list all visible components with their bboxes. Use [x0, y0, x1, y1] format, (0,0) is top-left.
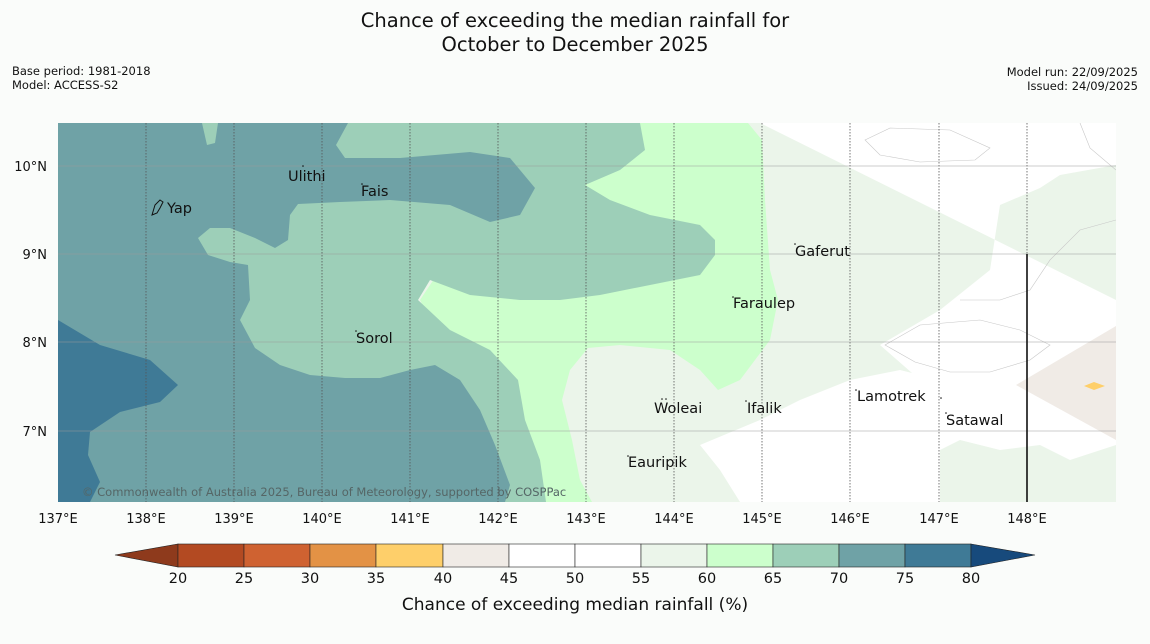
place-label-ifalik: Ifalik: [747, 401, 782, 417]
region-35-40: [1084, 382, 1105, 390]
issued-date: Issued: 24/09/2025: [1027, 79, 1138, 93]
colorbar-bin-70-75: [838, 543, 906, 568]
colorbar-tick: 75: [896, 571, 914, 587]
lon-label: 142°E: [478, 512, 518, 527]
place-label-sorol: Sorol: [356, 331, 393, 347]
colorbar-tick: 55: [632, 571, 650, 587]
colorbar-bin-25-30: [243, 543, 311, 568]
colorbar-tick: 25: [235, 571, 253, 587]
contour-line: [1079, 123, 1116, 171]
longitude-labels: 137°E 138°E 139°E 140°E 141°E 142°E 143°…: [38, 512, 1047, 527]
meta-left: Base period: 1981-2018 Model: ACCESS-S2: [12, 64, 151, 92]
contour-line: [884, 319, 1051, 373]
colorbar-bin-65-70: [772, 543, 840, 568]
place-label-lamotrek: Lamotrek: [857, 389, 926, 405]
colorbar-bin-55-60: [640, 543, 708, 568]
colorbar-tick: 70: [830, 571, 848, 587]
colorbar-tick: 30: [301, 571, 319, 587]
colorbar-bin-60-65: [706, 543, 774, 568]
map-area: Yap Ulithi Fais Gaferut Faraulep Sorol L…: [58, 123, 1116, 502]
colorbar-bin-40-45: [442, 543, 510, 568]
lon-label: 140°E: [302, 512, 342, 527]
place-label-satawal: Satawal: [946, 413, 1003, 429]
region-65-70-north: [202, 123, 218, 145]
model-run: Model run: 22/09/2025: [1006, 65, 1138, 79]
colorbar-tick: 45: [500, 571, 518, 587]
place-label-yap: Yap: [166, 201, 192, 217]
colorbar-tick: 80: [962, 571, 980, 587]
chart-title: Chance of exceeding the median rainfall …: [0, 9, 1150, 57]
yap-island-outline: [151, 199, 164, 216]
colorbar-ticks: 20 25 30 35 40 45 50 55 60 65 70 75 80: [169, 571, 980, 587]
lon-label: 137°E: [38, 512, 78, 527]
colorbar-tick: 40: [434, 571, 452, 587]
region-45-55-south: [700, 370, 960, 502]
longitude-gridlines: [145, 123, 1028, 502]
lon-label: 146°E: [830, 512, 870, 527]
colorbar-tick: 35: [367, 571, 385, 587]
colorbar: [114, 543, 1036, 568]
colorbar-bin-20-25: [177, 543, 245, 568]
lat-label: 10°N: [14, 160, 47, 175]
region-40-45: [1016, 326, 1116, 440]
lon-label: 147°E: [919, 512, 959, 527]
colorbar-bin-50-55: [574, 543, 642, 568]
latitude-labels: 10°N 9°N 8°N 7°N: [14, 160, 47, 440]
place-label-woleai: Woleai: [654, 401, 702, 417]
place-label-ulithi: Ulithi: [288, 169, 326, 185]
lat-label: 8°N: [23, 336, 48, 351]
latitude-gridlines: [58, 165, 1116, 432]
title-line-2: October to December 2025: [441, 33, 709, 56]
colorbar-tick: 50: [566, 571, 584, 587]
lon-label: 143°E: [566, 512, 606, 527]
colorbar-bin-35-40: [375, 543, 444, 568]
contour-line: [864, 127, 991, 163]
base-period: Base period: 1981-2018: [12, 64, 151, 78]
colorbar-extend-low: [114, 543, 179, 568]
title-line-1: Chance of exceeding the median rainfall …: [360, 9, 790, 32]
lon-label: 138°E: [126, 512, 166, 527]
colorbar-tick: 20: [169, 571, 187, 587]
model-name: Model: ACCESS-S2: [12, 78, 119, 92]
region-75-80: [58, 320, 178, 502]
colorbar-tick: 65: [764, 571, 782, 587]
colorbar-label: Chance of exceeding median rainfall (%): [402, 595, 748, 615]
place-label-gaferut: Gaferut: [795, 244, 850, 260]
lon-label: 144°E: [654, 512, 694, 527]
colorbar-extend-high: [970, 543, 1036, 568]
lon-label: 148°E: [1007, 512, 1047, 527]
place-label-fais: Fais: [361, 184, 388, 200]
region-55-60-southeast: [940, 440, 1116, 502]
contour-line: [960, 219, 1116, 301]
region-70-75: [58, 123, 535, 502]
lat-label: 7°N: [23, 425, 48, 440]
lon-label: 145°E: [742, 512, 782, 527]
copyright-notice: © Commonwealth of Australia 2025, Bureau…: [82, 485, 566, 499]
island-dots: [302, 165, 947, 457]
meta-right: Model run: 22/09/2025 Issued: 24/09/2025: [1007, 65, 1138, 93]
lon-label: 141°E: [390, 512, 430, 527]
lat-label: 9°N: [23, 248, 48, 263]
colorbar-bin-75-80: [904, 543, 972, 568]
colorbar-tick: 60: [698, 571, 716, 587]
lon-label: 139°E: [214, 512, 254, 527]
place-label-eauripik: Eauripik: [628, 455, 687, 471]
colorbar-bin-45-50: [508, 543, 576, 568]
colorbar-bin-30-35: [309, 543, 377, 568]
place-label-faraulep: Faraulep: [733, 296, 795, 312]
